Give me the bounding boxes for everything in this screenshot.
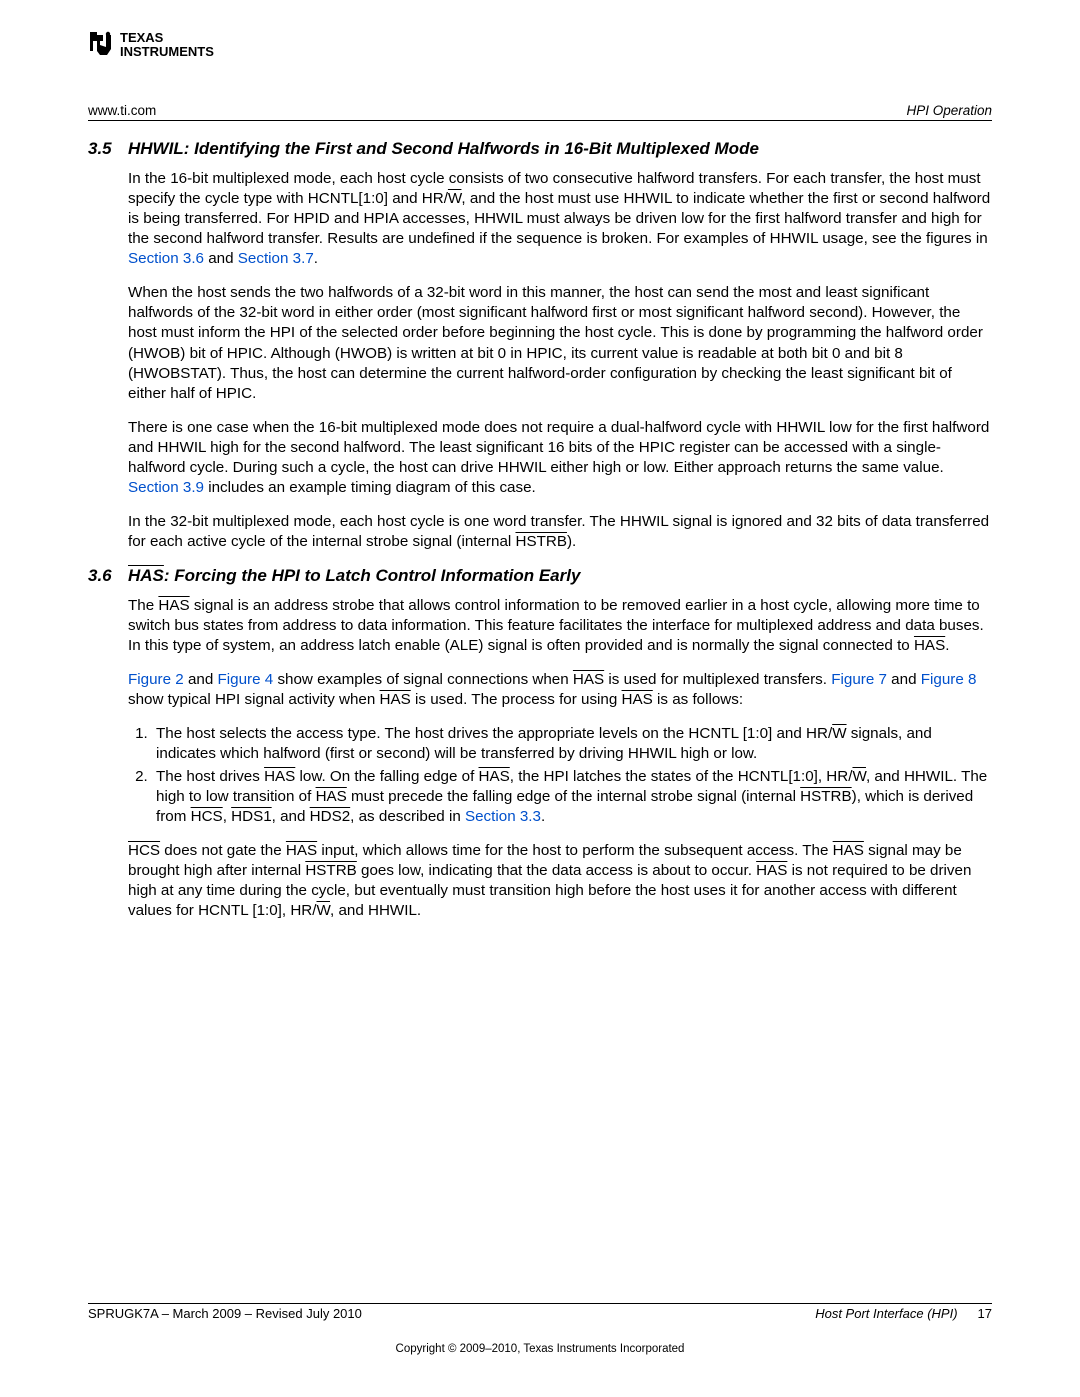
paragraph: In the 16-bit multiplexed mode, each hos… xyxy=(128,169,992,269)
overline-signal: HSTRB xyxy=(800,788,851,805)
paragraph: There is one case when the 16-bit multip… xyxy=(128,418,992,498)
copyright: Copyright © 2009–2010, Texas Instruments… xyxy=(88,1343,992,1355)
overline-signal: HAS xyxy=(158,597,189,614)
overline-signal: HAS xyxy=(573,671,604,688)
overline-signal: W xyxy=(832,725,846,742)
section-number: 3.6 xyxy=(88,566,128,586)
cross-ref-link[interactable]: Section 3.3 xyxy=(465,808,541,825)
page-header: www.ti.com HPI Operation xyxy=(88,103,992,121)
content-area: 3.5HHWIL: Identifying the First and Seco… xyxy=(88,139,992,921)
page-footer: SPRUGK7A – March 2009 – Revised July 201… xyxy=(88,1303,992,1355)
overline-signal: HAS xyxy=(264,768,295,785)
section-heading: 3.6HAS: Forcing the HPI to Latch Control… xyxy=(88,566,992,586)
section-heading: 3.5HHWIL: Identifying the First and Seco… xyxy=(88,139,992,159)
overline-signal: HAS xyxy=(128,566,164,585)
paragraph: In the 32-bit multiplexed mode, each hos… xyxy=(128,512,992,552)
section-title: HHWIL: Identifying the First and Second … xyxy=(128,139,759,159)
logo-row: TEXAS INSTRUMENTS xyxy=(88,28,992,67)
overline-signal: HAS xyxy=(622,691,653,708)
overline-signal: HSTRB xyxy=(305,862,356,879)
list-item: The host selects the access type. The ho… xyxy=(152,724,992,764)
paragraph: HCS does not gate the HAS input, which a… xyxy=(128,841,992,921)
list-item: The host drives HAS low. On the falling … xyxy=(152,767,992,827)
header-right: HPI Operation xyxy=(906,103,992,118)
header-left: www.ti.com xyxy=(88,103,156,118)
footer-left: SPRUGK7A – March 2009 – Revised July 201… xyxy=(88,1306,362,1321)
overline-signal: HAS xyxy=(914,637,945,654)
overline-signal: W xyxy=(852,768,866,785)
footer-right: Host Port Interface (HPI)17 xyxy=(815,1306,992,1321)
paragraph: The HAS signal is an address strobe that… xyxy=(128,596,992,656)
overline-signal: HAS xyxy=(756,862,787,879)
overline-signal: W xyxy=(448,190,462,207)
overline-signal: HAS xyxy=(833,842,864,859)
cross-ref-link[interactable]: Section 3.9 xyxy=(128,479,204,496)
svg-text:INSTRUMENTS: INSTRUMENTS xyxy=(120,44,214,59)
overline-signal: HCS xyxy=(191,808,223,825)
paragraph: When the host sends the two halfwords of… xyxy=(128,283,992,403)
overline-signal: HAS xyxy=(479,768,510,785)
overline-signal: HCS xyxy=(128,842,160,859)
cross-ref-link[interactable]: Figure 4 xyxy=(218,671,274,688)
overline-signal: HAS xyxy=(286,842,317,859)
overline-signal: HAS xyxy=(380,691,411,708)
cross-ref-link[interactable]: Figure 2 xyxy=(128,671,184,688)
cross-ref-link[interactable]: Figure 7 xyxy=(831,671,887,688)
paragraph: Figure 2 and Figure 4 show examples of s… xyxy=(128,670,992,710)
overline-signal: HDS1 xyxy=(231,808,272,825)
svg-text:TEXAS: TEXAS xyxy=(120,30,164,45)
section-number: 3.5 xyxy=(88,139,128,159)
overline-signal: W xyxy=(317,902,331,919)
cross-ref-link[interactable]: Section 3.7 xyxy=(238,250,314,267)
ti-logo: TEXAS INSTRUMENTS xyxy=(88,28,238,67)
numbered-list: The host selects the access type. The ho… xyxy=(128,724,992,826)
section-title: HAS: Forcing the HPI to Latch Control In… xyxy=(128,566,580,586)
cross-ref-link[interactable]: Section 3.6 xyxy=(128,250,204,267)
overline-signal: HSTRB xyxy=(515,533,566,550)
overline-signal: HDS2 xyxy=(310,808,351,825)
cross-ref-link[interactable]: Figure 8 xyxy=(921,671,977,688)
overline-signal: HAS xyxy=(316,788,347,805)
